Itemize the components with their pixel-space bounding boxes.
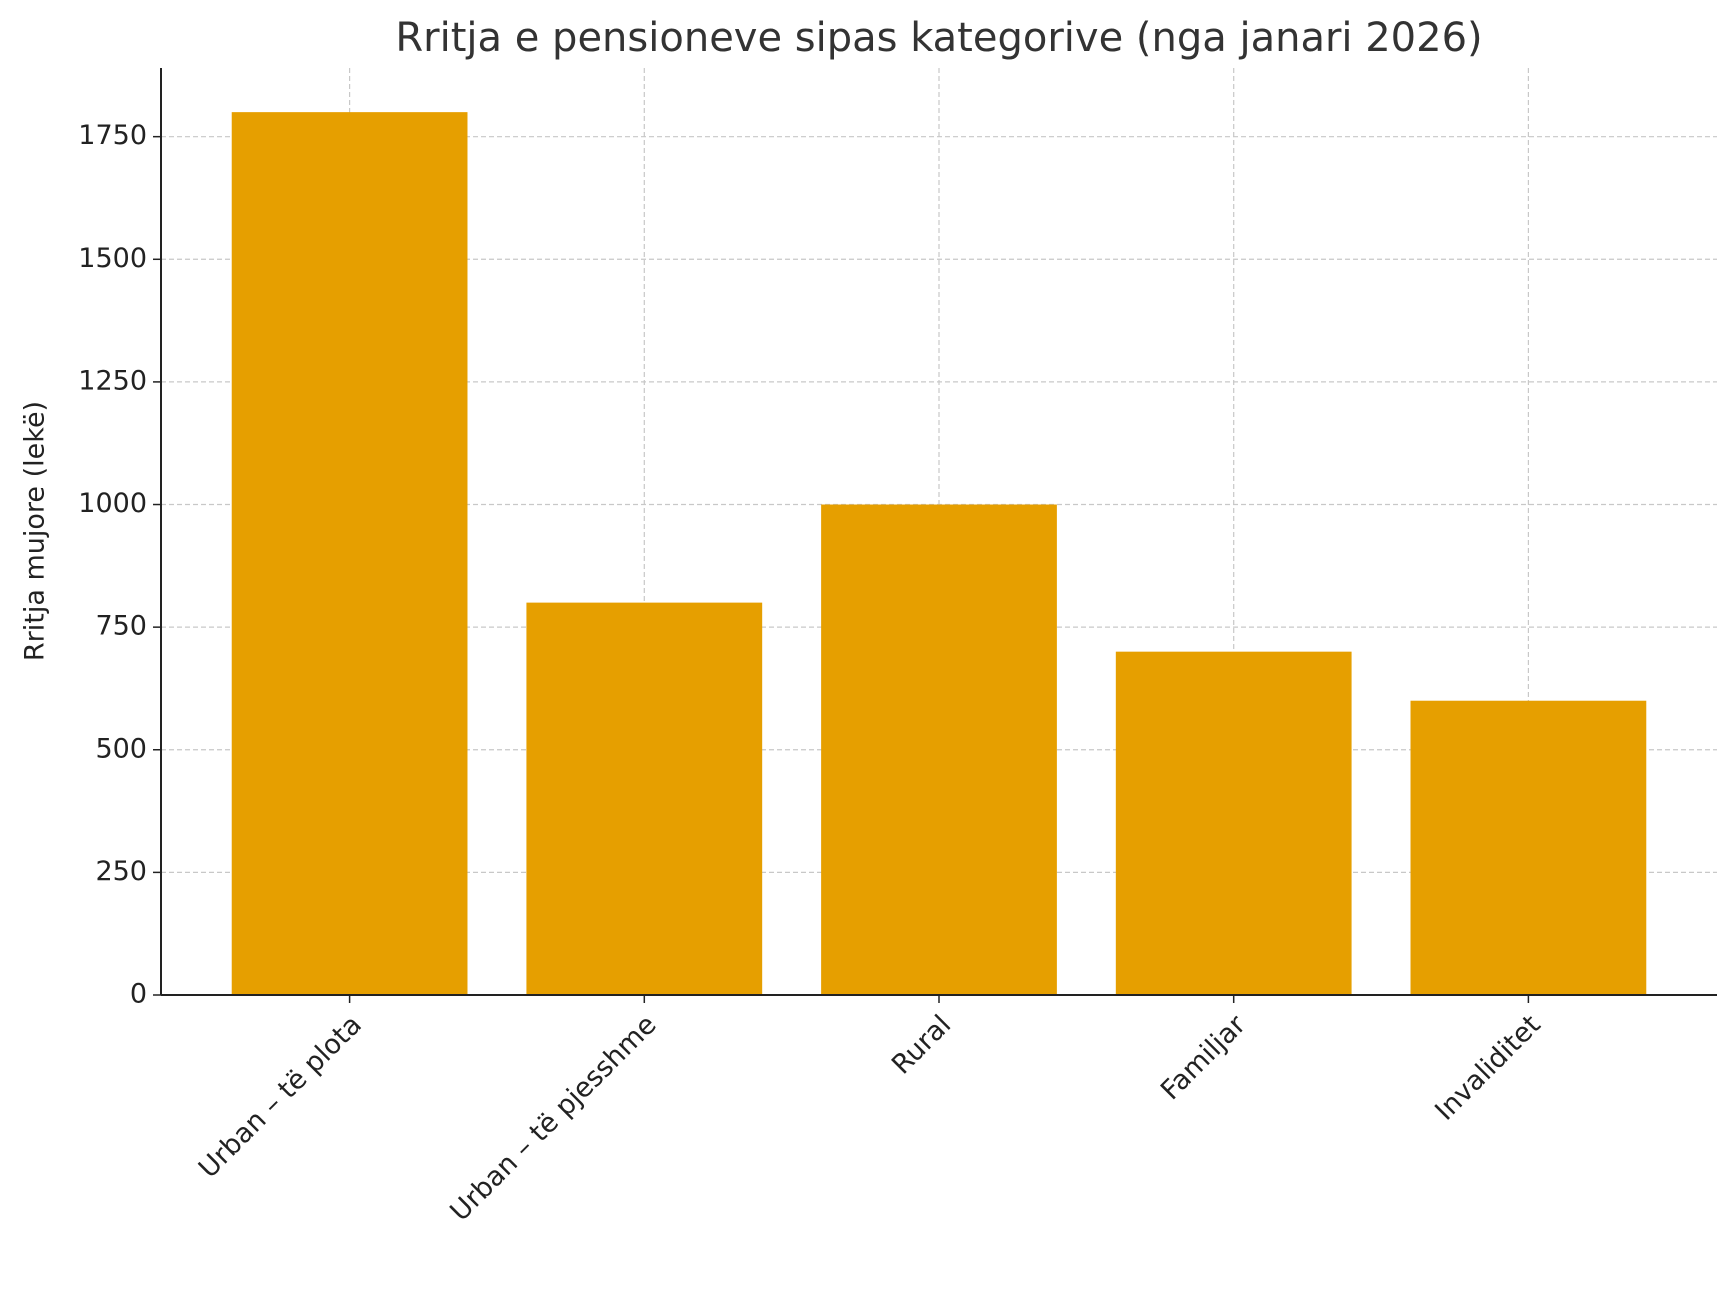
x-tick-label: Urban – të plota [193,1009,368,1184]
y-tick-label: 500 [95,733,147,764]
bar [1115,651,1352,995]
x-tick-label: Rural [886,1009,957,1080]
chart-title: Rritja e pensioneve sipas kategorive (ng… [395,15,1482,61]
y-tick-label: 0 [130,979,147,1010]
y-axis-label: Rritja mujore (lekë) [20,401,51,661]
bar [526,602,763,995]
x-tick-label: Familjar [1155,1009,1253,1107]
y-tick-label: 1250 [78,365,147,396]
y-tick-label: 1750 [78,120,147,151]
bar [231,112,468,995]
y-tick-label: 250 [95,856,147,887]
x-tick-label: Urban – të pjesshme [444,1009,662,1227]
y-tick-label: 1500 [78,243,147,274]
bar [821,504,1057,995]
bar [1410,700,1647,995]
x-tick-label: Invaliditet [1429,1009,1546,1126]
y-tick-label: 1000 [78,488,147,519]
y-tick-label: 750 [95,611,147,642]
